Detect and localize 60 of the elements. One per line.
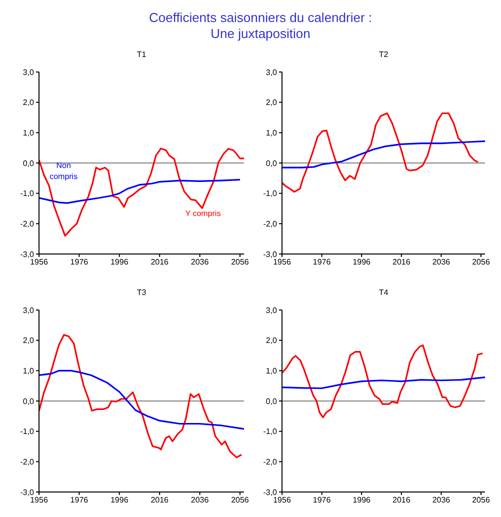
- series-label: Y compris: [184, 208, 222, 219]
- x-tick-label: 2036: [190, 496, 210, 505]
- x-tick-label: 2016: [392, 258, 411, 267]
- x-tick-label: 1996: [352, 258, 372, 267]
- x-tick-label: 1956: [273, 496, 292, 505]
- y-tick-label: 0,0: [266, 158, 278, 168]
- y-tick-label: 0,0: [22, 158, 35, 168]
- x-tick-label: 1996: [110, 496, 129, 505]
- x-tick-label: 2036: [190, 258, 210, 267]
- y-tick-label: -1,0: [263, 189, 278, 198]
- chart-title: T3: [136, 288, 148, 297]
- y-tick-label: 2,0: [266, 336, 278, 346]
- text: Non compris: [48, 160, 79, 182]
- chart-title: T1: [136, 50, 148, 59]
- y-tick-label: 0,0: [22, 396, 35, 406]
- y-tick-label: -1,0: [263, 427, 278, 436]
- y-tick-label: 3,0: [266, 306, 278, 315]
- y-tick-label: -1,0: [20, 427, 35, 436]
- x-tick-label: 1996: [352, 496, 372, 505]
- y-tick-label: 0,0: [266, 396, 278, 406]
- x-tick-label: 2056: [472, 496, 490, 505]
- x-tick-label: 1976: [70, 496, 89, 505]
- y-tick-label: 3,0: [266, 68, 278, 77]
- x-tick-label: 1976: [312, 258, 332, 267]
- chart-title: T2: [378, 50, 390, 59]
- x-tick-label: 1976: [70, 258, 89, 267]
- x-tick-label: 2016: [150, 496, 170, 505]
- x-tick-label: 1996: [110, 258, 129, 267]
- x-tick-label: 2036: [432, 258, 451, 267]
- x-tick-label: 2016: [150, 258, 170, 267]
- y-tick-label: 3,0: [22, 306, 35, 315]
- y-tick-label: -2,0: [20, 458, 35, 467]
- y-tick-label: 1,0: [22, 366, 35, 376]
- x-tick-label: 2056: [231, 258, 250, 267]
- y-tick-label: 2,0: [22, 98, 35, 108]
- y-tick-label: 3,0: [22, 68, 35, 77]
- text: Une juxtaposition: [210, 26, 312, 42]
- y-tick-label: -2,0: [263, 220, 278, 229]
- x-tick-label: 2056: [231, 496, 250, 505]
- x-tick-label: 1956: [30, 258, 48, 267]
- x-tick-label: 2056: [472, 258, 490, 267]
- y-tick-label: -2,0: [20, 220, 35, 229]
- x-tick-label: 1956: [30, 496, 48, 505]
- text: Coefficients saisonniers du calendrier :: [148, 10, 374, 26]
- x-tick-label: 1956: [273, 258, 292, 267]
- y-tick-label: 1,0: [266, 366, 278, 376]
- y-tick-label: -3,0: [263, 488, 278, 497]
- y-tick-label: 2,0: [22, 336, 35, 346]
- y-tick-label: 2,0: [266, 98, 278, 108]
- y-tick-label: -3,0: [20, 250, 35, 259]
- x-tick-label: 1976: [312, 496, 332, 505]
- y-tick-label: -3,0: [263, 250, 278, 259]
- y-tick-label: -2,0: [263, 458, 278, 467]
- y-tick-label: 1,0: [22, 128, 35, 138]
- y-tick-label: -3,0: [20, 488, 35, 497]
- chart-title: T4: [378, 288, 390, 297]
- y-tick-label: 1,0: [266, 128, 278, 138]
- y-tick-label: -1,0: [20, 189, 35, 198]
- x-tick-label: 2016: [392, 496, 411, 505]
- x-tick-label: 2036: [432, 496, 451, 505]
